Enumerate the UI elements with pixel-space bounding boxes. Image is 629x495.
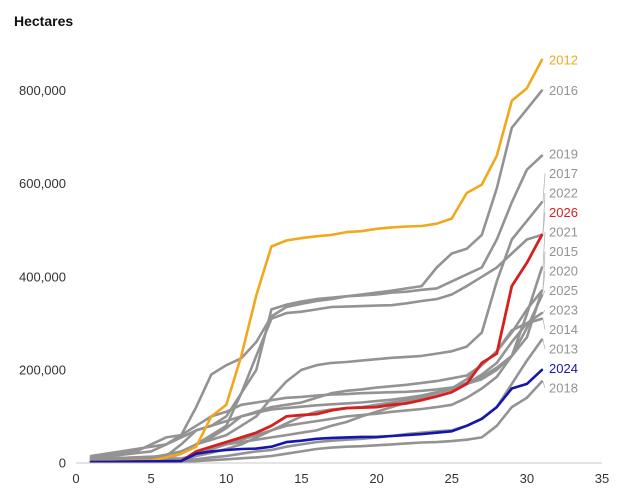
series-line-2015 [89,289,544,460]
series-end-label: 2015 [549,244,578,259]
series-end-label: 2014 [549,322,578,337]
x-tick-label: 35 [595,471,609,486]
x-tick-label: 5 [148,471,155,486]
x-tick-label: 20 [369,471,383,486]
y-tick-label: 200,000 [19,362,66,377]
x-tick-label: 15 [294,471,308,486]
end-label-leader [542,290,546,296]
end-label-leader [542,309,546,314]
x-axis-tick-labels: 0 5 10 15 20 25 30 35 [72,471,609,486]
end-label-leader [542,212,546,235]
y-tick-label: 0 [59,456,66,471]
y-axis-tick-labels: 0 200,000 400,000 600,000 800,000 [19,83,66,470]
series-end-label: 2022 [549,186,578,201]
series-end-label: 2026 [549,205,578,220]
end-label-leader [542,173,546,203]
series-line-2025 [89,294,544,463]
y-tick-label: 800,000 [19,83,66,98]
x-tick-label: 10 [219,471,233,486]
end-label-leader [542,318,546,330]
series-line-2013 [89,338,544,464]
series-line-2026 [89,233,544,464]
series-end-label: 2016 [549,83,578,98]
end-label-leader [542,381,546,389]
y-tick-label: 600,000 [19,176,66,191]
series-end-labels: 2012 2016 2019 2017 2022 2026 2021 2015 2020 2025… [542,52,578,396]
series-end-label: 2024 [549,361,578,376]
series-end-label: 2025 [549,283,578,298]
x-tick-label: 25 [444,471,458,486]
series-line-2012 [89,58,544,463]
series-line-2024 [89,368,544,464]
series-line-2016 [89,89,544,460]
series-end-label: 2020 [549,264,578,279]
series-lines [89,58,544,464]
series-end-label: 2012 [549,52,578,67]
series-end-label: 2023 [549,303,578,318]
series-end-label: 2019 [549,147,578,162]
end-label-leader [542,231,546,268]
end-label-leader [542,270,546,291]
series-end-label: 2017 [549,166,578,181]
x-tick-label: 30 [520,471,534,486]
x-tick-label: 0 [72,471,79,486]
y-tick-label: 400,000 [19,269,66,284]
series-end-label: 2021 [549,225,578,240]
y-axis-title: Hectares [14,13,73,29]
series-line-2021 [89,266,544,460]
series-end-label: 2018 [549,381,578,396]
end-label-leader [542,339,546,350]
series-line-2022 [89,233,544,463]
series-end-label: 2013 [549,342,578,357]
series-line-2018 [89,380,544,464]
